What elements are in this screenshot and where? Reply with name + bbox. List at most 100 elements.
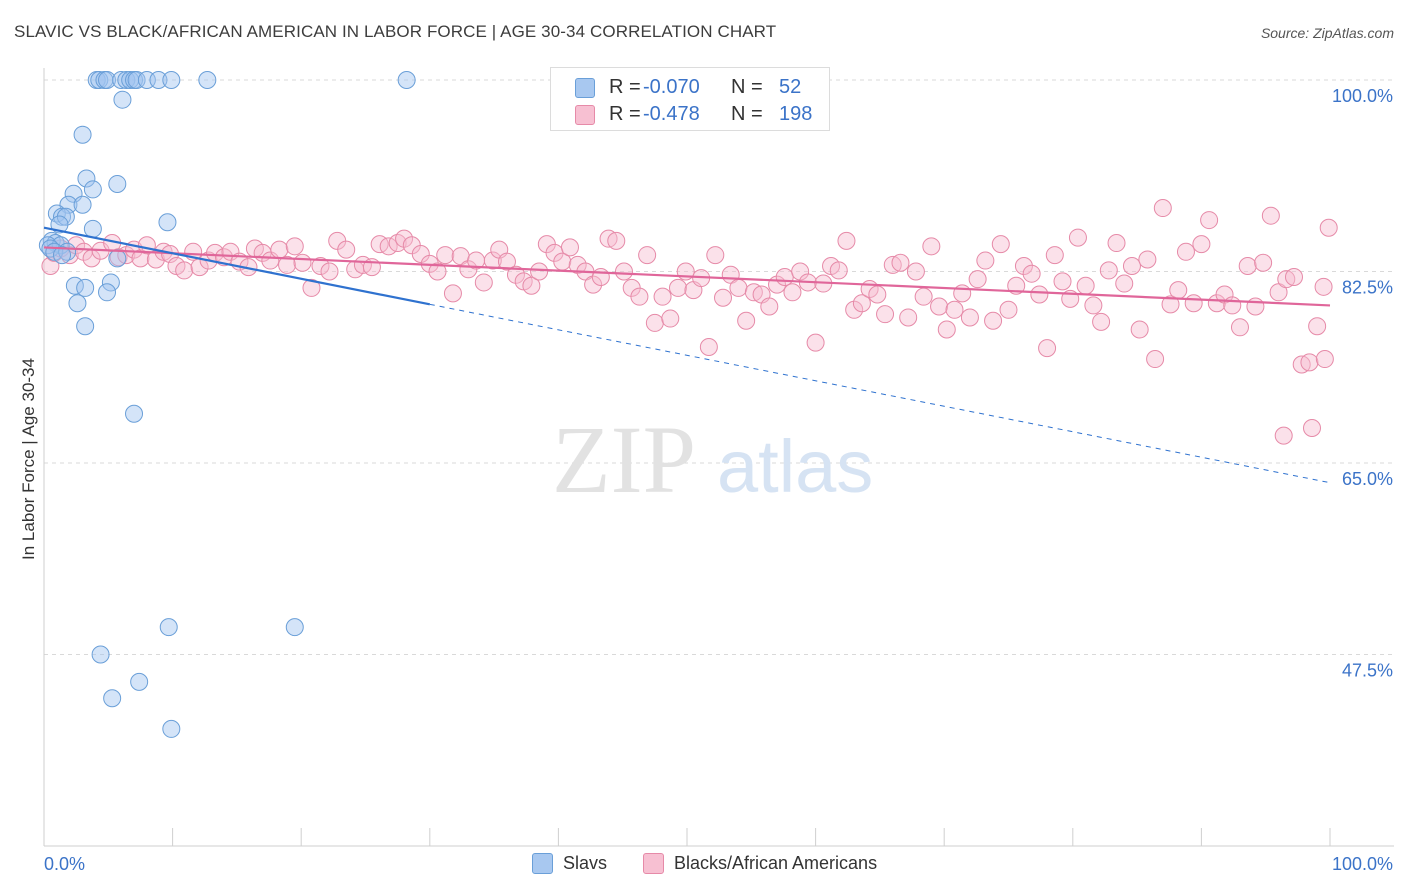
trend-line-blacks bbox=[43, 246, 1331, 307]
data-point-blacks bbox=[1238, 257, 1257, 276]
legend-swatch-blacks bbox=[575, 105, 595, 125]
data-point-slavs bbox=[158, 213, 177, 232]
data-point-blacks bbox=[1169, 281, 1188, 300]
data-point-slavs bbox=[38, 236, 57, 255]
legend-label-slavs: Slavs bbox=[563, 853, 608, 873]
data-point-blacks bbox=[320, 262, 339, 281]
grid-lines bbox=[44, 79, 1394, 655]
data-point-blacks bbox=[1300, 353, 1319, 372]
data-point-slavs bbox=[90, 71, 109, 89]
data-point-blacks bbox=[1274, 426, 1293, 445]
data-point-blacks bbox=[443, 284, 462, 303]
data-point-blacks bbox=[914, 287, 933, 306]
data-point-slavs bbox=[50, 215, 69, 234]
data-point-blacks bbox=[1315, 350, 1334, 369]
data-point-slavs bbox=[101, 273, 120, 292]
data-point-blacks bbox=[522, 276, 541, 295]
data-point-blacks bbox=[1038, 339, 1057, 358]
watermark-atlas: atlas bbox=[717, 425, 873, 508]
legend-r-label: R = bbox=[609, 103, 641, 125]
data-point-slavs bbox=[198, 71, 217, 89]
data-point-slavs bbox=[56, 207, 75, 226]
legend-label-blacks: Blacks/African Americans bbox=[674, 853, 878, 873]
data-point-slavs bbox=[159, 618, 178, 637]
series-legend: Slavs Blacks/African Americans bbox=[0, 851, 1406, 877]
data-point-blacks bbox=[638, 246, 657, 265]
data-point-slavs bbox=[77, 169, 96, 188]
data-point-blacks bbox=[560, 238, 579, 257]
data-point-blacks bbox=[599, 229, 618, 248]
chart-title: SLAVIC VS BLACK/AFRICAN AMERICAN IN LABO… bbox=[14, 22, 777, 41]
data-point-blacks bbox=[706, 246, 725, 265]
legend-n-label: N = bbox=[731, 103, 763, 125]
data-point-slavs bbox=[108, 174, 127, 193]
data-point-blacks bbox=[1161, 295, 1180, 314]
y-axis-label: In Labor Force | Age 30-34 bbox=[19, 358, 38, 560]
y-tick-label: 82.5% bbox=[1342, 278, 1393, 298]
data-point-blacks bbox=[999, 300, 1018, 319]
data-point-slavs bbox=[98, 71, 117, 89]
watermark-zip: ZIP bbox=[552, 406, 696, 513]
data-point-slavs bbox=[113, 90, 132, 109]
data-point-slavs bbox=[127, 71, 146, 89]
data-point-blacks bbox=[1200, 211, 1219, 230]
data-point-blacks bbox=[991, 235, 1010, 254]
data-point-blacks bbox=[806, 333, 825, 352]
series-slavs-points bbox=[38, 71, 416, 738]
y-tick-label: 47.5% bbox=[1342, 661, 1393, 681]
data-point-blacks bbox=[930, 297, 949, 316]
data-point-blacks bbox=[302, 278, 321, 297]
data-point-blacks bbox=[960, 308, 979, 327]
data-point-slavs bbox=[68, 294, 87, 313]
data-point-blacks bbox=[1292, 355, 1311, 374]
data-point-blacks bbox=[1138, 250, 1157, 269]
data-point-slavs bbox=[98, 283, 117, 302]
data-point-blacks bbox=[584, 275, 603, 294]
data-point-blacks bbox=[837, 231, 856, 250]
legend-swatch-slavs bbox=[532, 853, 553, 874]
data-point-blacks bbox=[630, 287, 649, 306]
data-point-slavs bbox=[83, 180, 102, 199]
legend-r-value: -0.478 bbox=[643, 103, 700, 125]
data-point-blacks bbox=[729, 278, 748, 297]
data-point-blacks bbox=[1153, 199, 1172, 218]
data-point-blacks bbox=[852, 294, 871, 313]
trend-lines bbox=[43, 226, 1331, 484]
data-point-blacks bbox=[614, 262, 633, 281]
data-point-slavs bbox=[51, 236, 70, 255]
data-point-blacks bbox=[1319, 218, 1338, 237]
data-point-blacks bbox=[1246, 297, 1265, 316]
data-point-slavs bbox=[73, 125, 92, 144]
data-point-blacks bbox=[530, 262, 549, 281]
correlation-legend: R = -0.070 N = 52 R = -0.478 N = 198 bbox=[550, 67, 830, 131]
legend-n-value: 198 bbox=[779, 103, 813, 125]
data-point-blacks bbox=[1007, 276, 1026, 295]
data-point-blacks bbox=[661, 309, 680, 328]
data-point-blacks bbox=[411, 244, 430, 263]
data-point-blacks bbox=[1223, 296, 1242, 315]
data-point-blacks bbox=[131, 249, 150, 268]
legend-swatch-slavs bbox=[575, 78, 595, 98]
legend-r-value: -0.070 bbox=[643, 76, 700, 98]
watermark: ZIP atlas bbox=[552, 406, 873, 513]
data-point-blacks bbox=[395, 229, 414, 248]
trend-line-slavs bbox=[43, 226, 431, 306]
data-point-slavs bbox=[91, 645, 110, 664]
tick-labels: 100.0% 82.5% 65.0% 47.5% 0.0% 100.0% bbox=[44, 86, 1393, 874]
data-point-blacks bbox=[1014, 257, 1033, 276]
data-point-blacks bbox=[1230, 318, 1249, 337]
data-point-blacks bbox=[483, 251, 502, 270]
data-point-blacks bbox=[783, 283, 802, 302]
data-point-blacks bbox=[1092, 312, 1111, 331]
data-point-blacks bbox=[1107, 234, 1126, 253]
data-point-blacks bbox=[699, 338, 718, 357]
data-point-blacks bbox=[370, 235, 389, 254]
data-point-blacks bbox=[1084, 296, 1103, 315]
data-point-blacks bbox=[653, 287, 672, 306]
data-point-blacks bbox=[1068, 228, 1087, 247]
data-point-blacks bbox=[976, 251, 995, 270]
y-tick-label: 100.0% bbox=[1332, 86, 1393, 106]
data-point-blacks bbox=[668, 278, 687, 297]
data-point-blacks bbox=[311, 257, 330, 276]
data-point-slavs bbox=[117, 71, 136, 89]
